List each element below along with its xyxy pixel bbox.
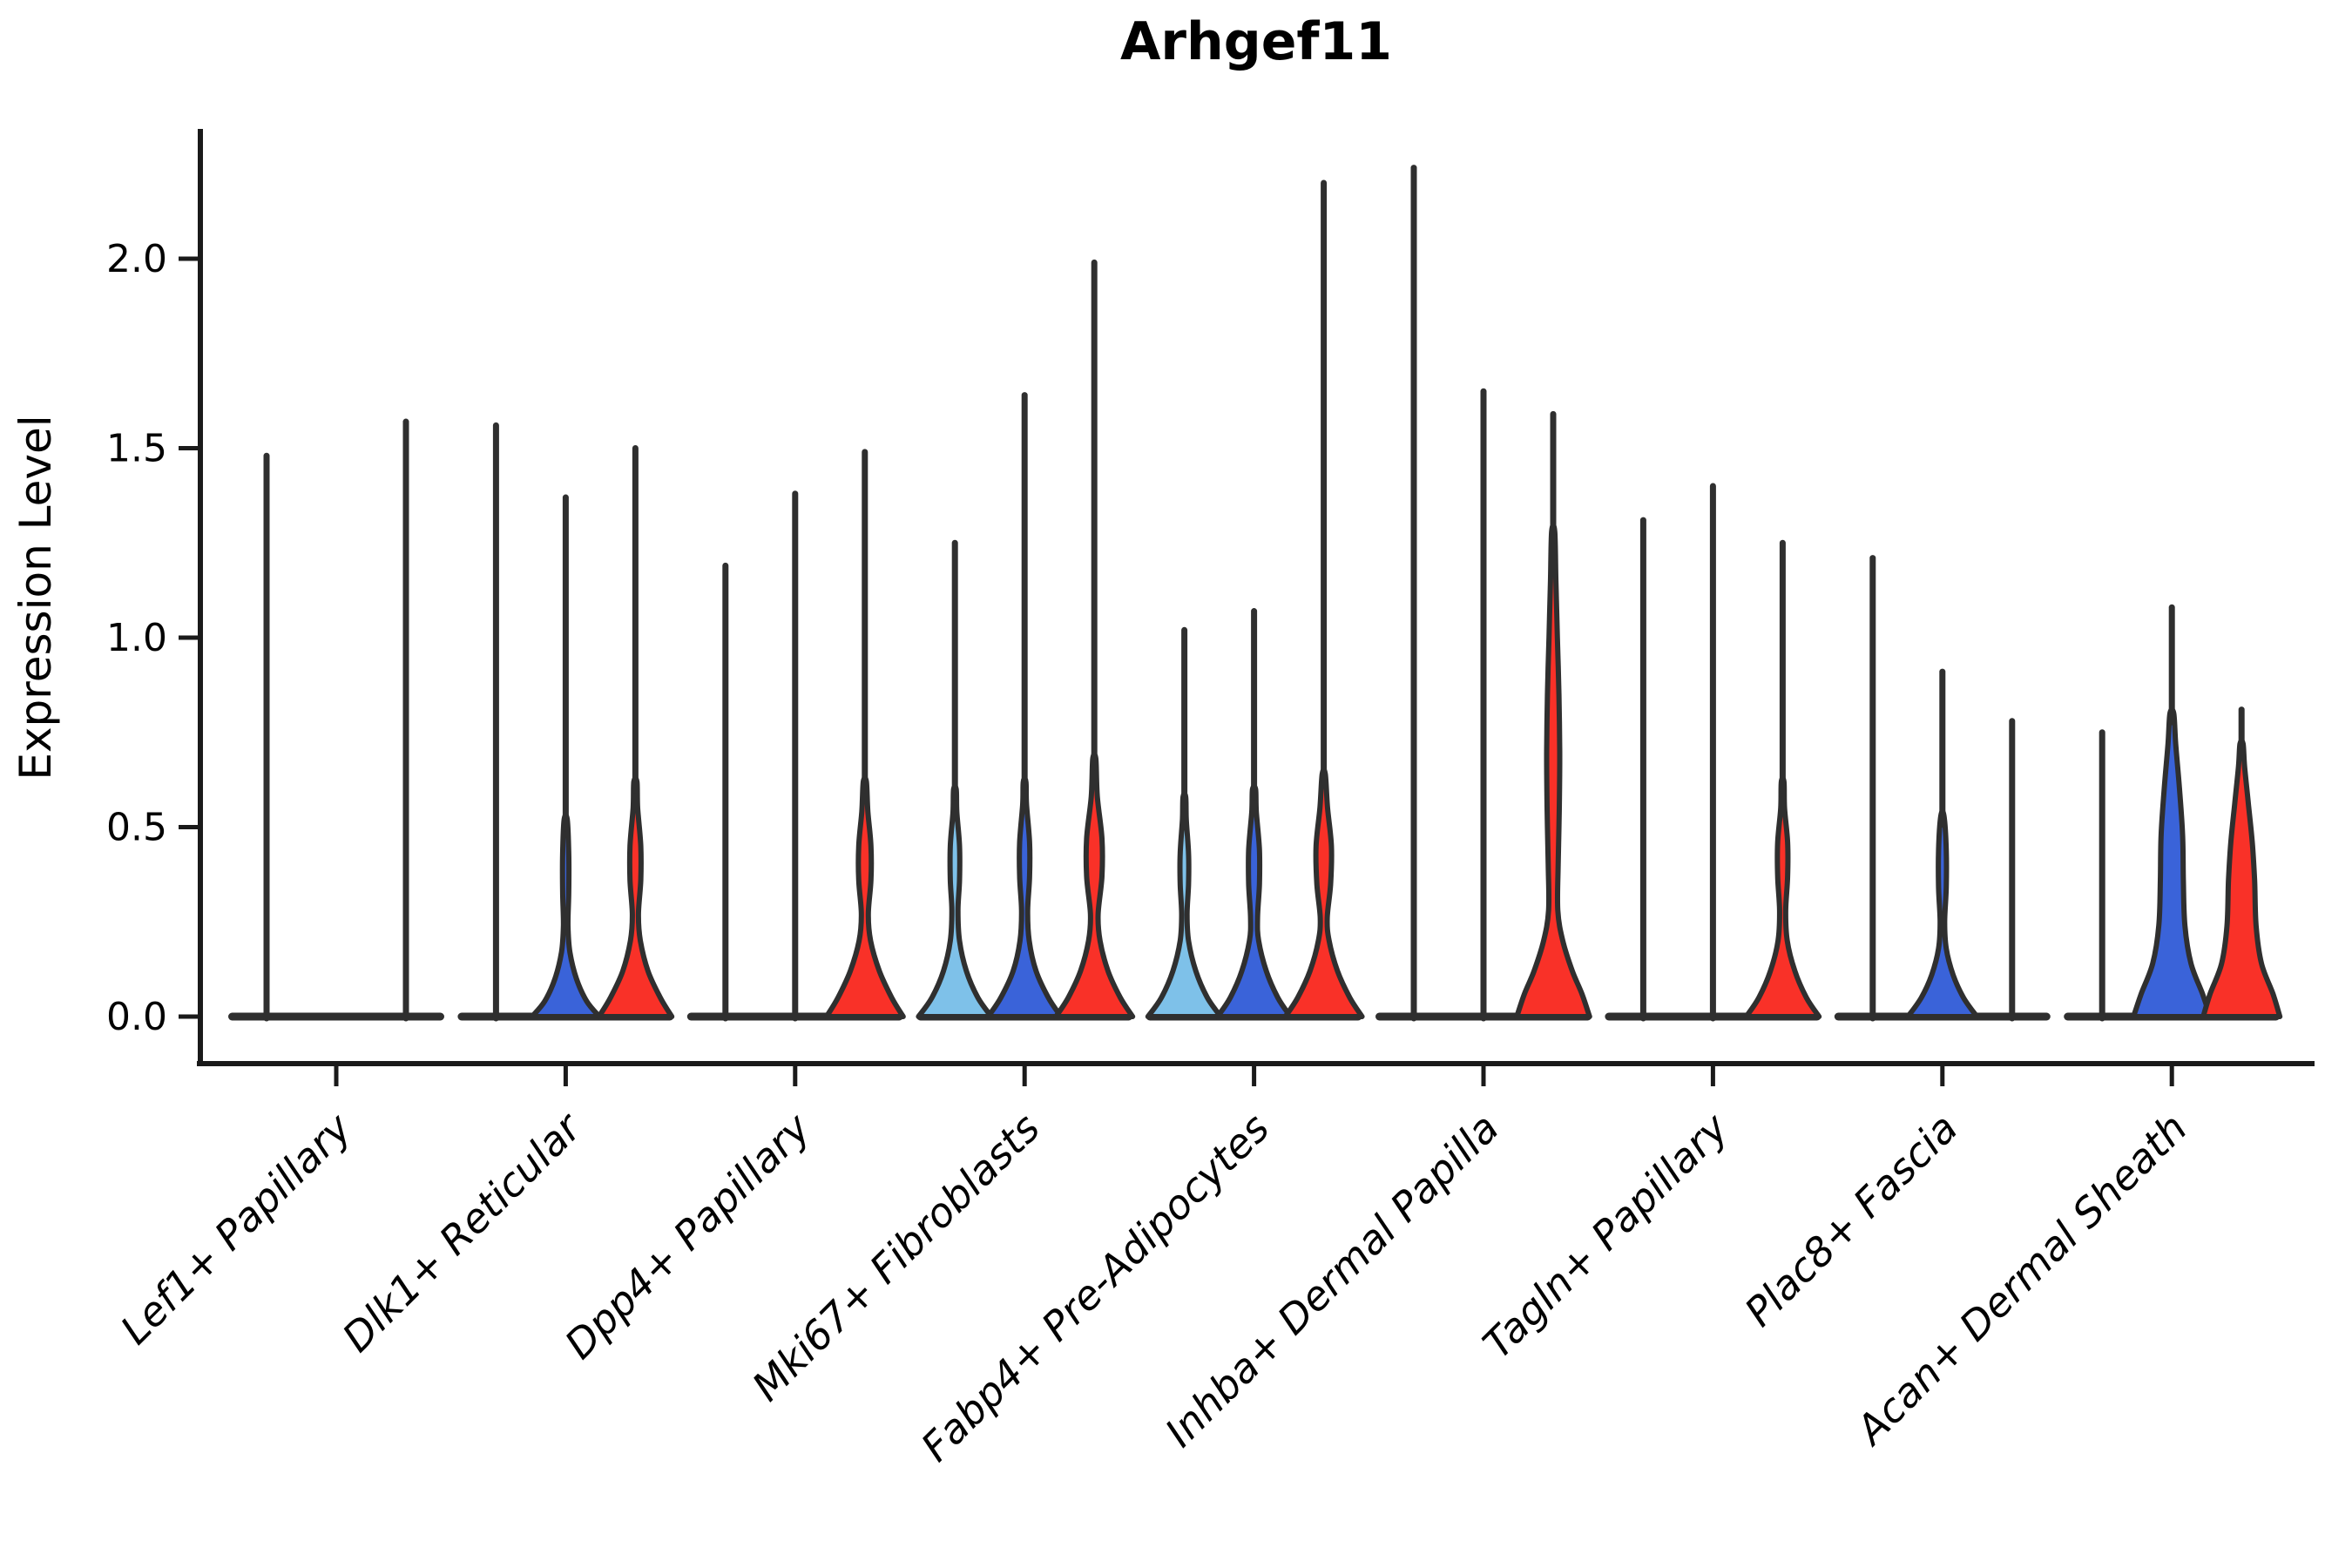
zero-baseline	[228, 1012, 444, 1021]
violin-body-lightblue	[1145, 791, 1224, 1019]
y-axis-label: Expression Level	[10, 415, 61, 780]
violin-body-red	[2200, 738, 2283, 1019]
x-tick-label: Dpp4+ Papillary	[556, 1104, 820, 1368]
violin-body-blue	[2131, 706, 2213, 1019]
x-tick-label: Plac8+ Fascia	[1735, 1105, 1966, 1335]
y-tick-label: 2.0	[106, 237, 167, 281]
x-tick-label: Tagln+ Papillary	[1474, 1104, 1738, 1368]
x-tick-label: Dlk1+ Reticular	[334, 1102, 592, 1361]
violin-body-blue	[529, 812, 603, 1019]
y-tick-label: 1.5	[106, 427, 167, 471]
y-tick-label: 1.0	[106, 616, 167, 660]
violin-body-blue	[1905, 808, 1980, 1019]
violin-body-blue	[1214, 783, 1294, 1019]
violin-body-red	[1743, 775, 1822, 1019]
violin-body-red	[596, 775, 675, 1019]
violin-body-red	[1282, 767, 1365, 1019]
violin-body-lightblue	[916, 783, 994, 1019]
chart-title: Arhgef11	[1120, 11, 1392, 72]
violin-body-red	[1514, 523, 1592, 1019]
violin-body-red	[1053, 751, 1136, 1019]
violin-body-red	[823, 774, 906, 1019]
x-tick-label: Lef1+ Papillary	[112, 1104, 361, 1353]
y-tick-label: 0.0	[106, 995, 167, 1039]
violin-body-blue	[985, 776, 1064, 1019]
y-tick-label: 0.5	[106, 806, 167, 850]
